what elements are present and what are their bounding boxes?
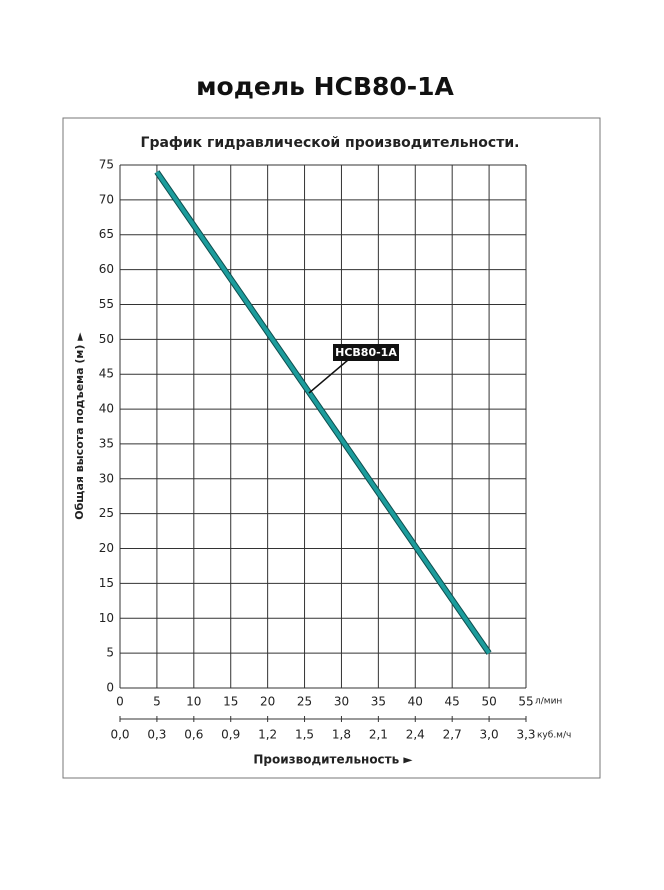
x-tick-label: 35 — [371, 695, 386, 709]
x-unit: л/мин — [535, 697, 562, 707]
x2-tick-label: 0,0 — [110, 728, 129, 742]
x-tick-label: 15 — [223, 695, 238, 709]
y-axis-label: Общая высота подъема (м) ► — [73, 332, 86, 520]
x-tick-label: 55 — [518, 695, 533, 709]
x-tick-label: 50 — [481, 695, 496, 709]
leader-line — [308, 359, 349, 394]
y-tick-label: 75 — [99, 158, 114, 172]
x2-tick-label: 0,3 — [147, 728, 166, 742]
x2-unit: куб.м/ч — [537, 731, 571, 741]
page-title: модель HCB80-1A — [196, 72, 454, 101]
x2-tick-label: 2,1 — [369, 728, 388, 742]
frame — [62, 117, 601, 779]
x-tick-label: 10 — [186, 695, 201, 709]
y-tick-label: 60 — [99, 262, 114, 276]
x-tick-label: 5 — [153, 695, 161, 709]
y-tick-label: 30 — [99, 471, 114, 485]
legend-box — [333, 344, 399, 361]
x2-tick-label: 0,6 — [184, 728, 203, 742]
y-tick-label: 0 — [106, 681, 114, 695]
y-tick-label: 45 — [99, 367, 114, 381]
y-tick-label: 55 — [99, 297, 114, 311]
x2-tick-label: 3,0 — [480, 728, 499, 742]
y-tick-label: 35 — [99, 436, 114, 450]
x2-tick-label: 0,9 — [221, 728, 240, 742]
y-tick-label: 15 — [99, 576, 114, 590]
x2-tick-label: 1,2 — [258, 728, 277, 742]
x-tick-label: 0 — [116, 695, 124, 709]
x2-tick-label: 2,7 — [443, 728, 462, 742]
y-tick-label: 65 — [99, 227, 114, 241]
y-tick-label: 40 — [99, 402, 114, 416]
legend-label: HCB80-1A — [335, 346, 397, 359]
x2-tick-label: 2,4 — [406, 728, 425, 742]
line — [155, 170, 491, 655]
x-axis-label: Производительность ► — [253, 753, 413, 767]
x2-tick-label: 3,3 — [516, 728, 535, 742]
x2-tick-label: 1,8 — [332, 728, 351, 742]
y-tick-label: 25 — [99, 506, 114, 520]
y-tick-label: 5 — [106, 646, 114, 660]
chart-title: График гидравлической производительности… — [141, 135, 520, 151]
x-tick-label: 45 — [445, 695, 460, 709]
x2-tick-label: 1,5 — [295, 728, 314, 742]
y-tick-label: 20 — [99, 541, 114, 555]
x-tick-label: 25 — [297, 695, 312, 709]
y-tick-label: 10 — [99, 611, 114, 625]
x-tick-label: 20 — [260, 695, 275, 709]
y-tick-label: 50 — [99, 332, 114, 346]
x-tick-label: 40 — [408, 695, 423, 709]
y-tick-label: 70 — [99, 192, 114, 206]
x-tick-label: 30 — [334, 695, 349, 709]
